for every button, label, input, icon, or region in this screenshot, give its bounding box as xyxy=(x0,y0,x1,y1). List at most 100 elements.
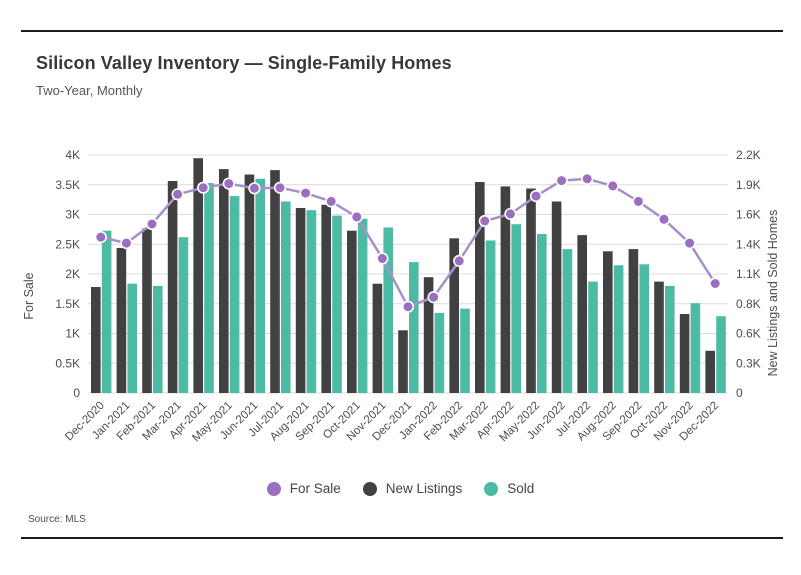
left-axis-tick: 1.5K xyxy=(55,297,80,311)
for-sale-point xyxy=(273,181,287,194)
sold-bar xyxy=(460,308,470,393)
for-sale-point xyxy=(504,207,517,220)
new-listings-bar xyxy=(244,174,255,393)
right-axis-tick: 0.8K xyxy=(736,297,761,311)
for-sale-swatch-icon xyxy=(266,481,281,496)
new-listings-bar xyxy=(193,158,203,393)
new-listings-bar xyxy=(91,287,101,393)
new-listings-bar xyxy=(219,169,229,393)
for-sale-point xyxy=(709,277,722,290)
new-listings-bar xyxy=(500,186,511,393)
sold-bar xyxy=(383,227,393,393)
sold-bar xyxy=(229,196,240,393)
for-sale-point xyxy=(145,217,159,231)
sold-bar xyxy=(101,230,112,393)
legend-label: Sold xyxy=(507,481,535,496)
legend-label: New Listings xyxy=(385,481,463,496)
bottom-rule xyxy=(21,537,783,539)
sold-bar xyxy=(690,303,701,393)
for-sale-point xyxy=(581,172,594,185)
sold-bar xyxy=(511,224,521,393)
left-axis-tick: 3.5K xyxy=(55,178,80,192)
sold-bar xyxy=(485,240,496,393)
for-sale-point xyxy=(606,179,619,192)
left-axis-tick: 2K xyxy=(65,267,80,281)
new-listings-bar xyxy=(116,248,127,393)
chart-subtitle: Two-Year, Monthly xyxy=(36,83,143,98)
new-listings-bar xyxy=(321,204,331,393)
sold-bar xyxy=(332,215,342,393)
left-axis-tick: 4K xyxy=(65,148,80,162)
new-listings-bar xyxy=(577,235,587,393)
right-axis-tick: 0 xyxy=(736,386,743,400)
left-axis-tick: 0.5K xyxy=(55,356,80,370)
for-sale-point xyxy=(478,214,491,228)
for-sale-point xyxy=(350,210,363,223)
new-listings-bar xyxy=(423,277,434,393)
right-axis-tick: 0.6K xyxy=(736,327,761,341)
new-listings-bar xyxy=(475,182,485,393)
new-listings-bar xyxy=(603,251,613,393)
sold-bar xyxy=(588,281,598,393)
for-sale-point xyxy=(529,190,543,203)
new-listings-bar xyxy=(526,188,536,393)
new-listings-bar xyxy=(449,238,459,393)
for-sale-point xyxy=(376,252,389,265)
source-note: Source: MLS xyxy=(28,514,86,525)
new-listings-bar xyxy=(628,249,639,393)
new-listings-bar xyxy=(679,314,690,393)
sold-bar xyxy=(537,234,547,393)
sold-bar xyxy=(281,201,291,393)
sold-bar xyxy=(409,262,419,393)
new-listings-bar xyxy=(654,281,664,393)
sold-bar xyxy=(716,316,726,393)
right-axis-title: New Listings and Sold Homes xyxy=(766,210,780,377)
new-listings-bar xyxy=(270,170,280,393)
right-axis-tick: 0.3K xyxy=(736,356,761,370)
new-listings-bar xyxy=(551,201,562,393)
sold-bar xyxy=(306,210,317,393)
sold-bar xyxy=(153,285,163,393)
for-sale-point xyxy=(120,237,133,250)
right-axis-tick: 1.1K xyxy=(736,267,761,281)
legend-item-sold: Sold xyxy=(484,481,534,496)
left-axis-tick: 3K xyxy=(65,208,80,222)
for-sale-point xyxy=(401,300,415,313)
right-axis-tick: 1.6K xyxy=(736,208,761,222)
new-listings-bar xyxy=(347,230,357,393)
right-axis-tick: 2.2K xyxy=(736,148,761,162)
left-axis-tick: 2.5K xyxy=(55,237,80,251)
new-listings-bar xyxy=(372,283,383,393)
left-axis-tick: 0 xyxy=(73,386,80,400)
new-listings-bar xyxy=(167,181,178,393)
for-sale-point xyxy=(657,213,671,226)
sold-bar xyxy=(204,183,214,393)
for-sale-point xyxy=(683,237,696,250)
legend-item-for-sale: For Sale xyxy=(266,481,341,496)
top-rule xyxy=(21,30,783,32)
sold-bar xyxy=(178,237,189,393)
sold-bar xyxy=(613,265,624,393)
for-sale-point xyxy=(453,254,466,267)
sold-bar xyxy=(255,178,265,393)
legend-item-new-listings: New Listings xyxy=(362,481,463,496)
new-listings-bar xyxy=(398,330,408,393)
sold-bar xyxy=(357,218,368,393)
new-listings-bar xyxy=(705,350,715,393)
for-sale-point xyxy=(299,187,312,200)
chart-title: Silicon Valley Inventory — Single-Family… xyxy=(36,53,452,73)
left-axis-tick: 1K xyxy=(65,327,80,341)
right-axis-tick: 1.4K xyxy=(736,237,761,251)
sold-bar xyxy=(665,285,675,393)
new-listings-swatch-icon xyxy=(362,481,377,496)
right-axis-tick: 1.9K xyxy=(736,178,761,192)
for-sale-point xyxy=(222,177,235,190)
sold-swatch-icon xyxy=(484,481,499,496)
for-sale-point xyxy=(555,174,568,187)
sold-bar xyxy=(562,249,573,393)
new-listings-bar xyxy=(142,228,152,393)
new-listings-bar xyxy=(295,208,306,393)
left-axis-title: For Sale xyxy=(22,272,36,319)
for-sale-point xyxy=(94,231,107,244)
